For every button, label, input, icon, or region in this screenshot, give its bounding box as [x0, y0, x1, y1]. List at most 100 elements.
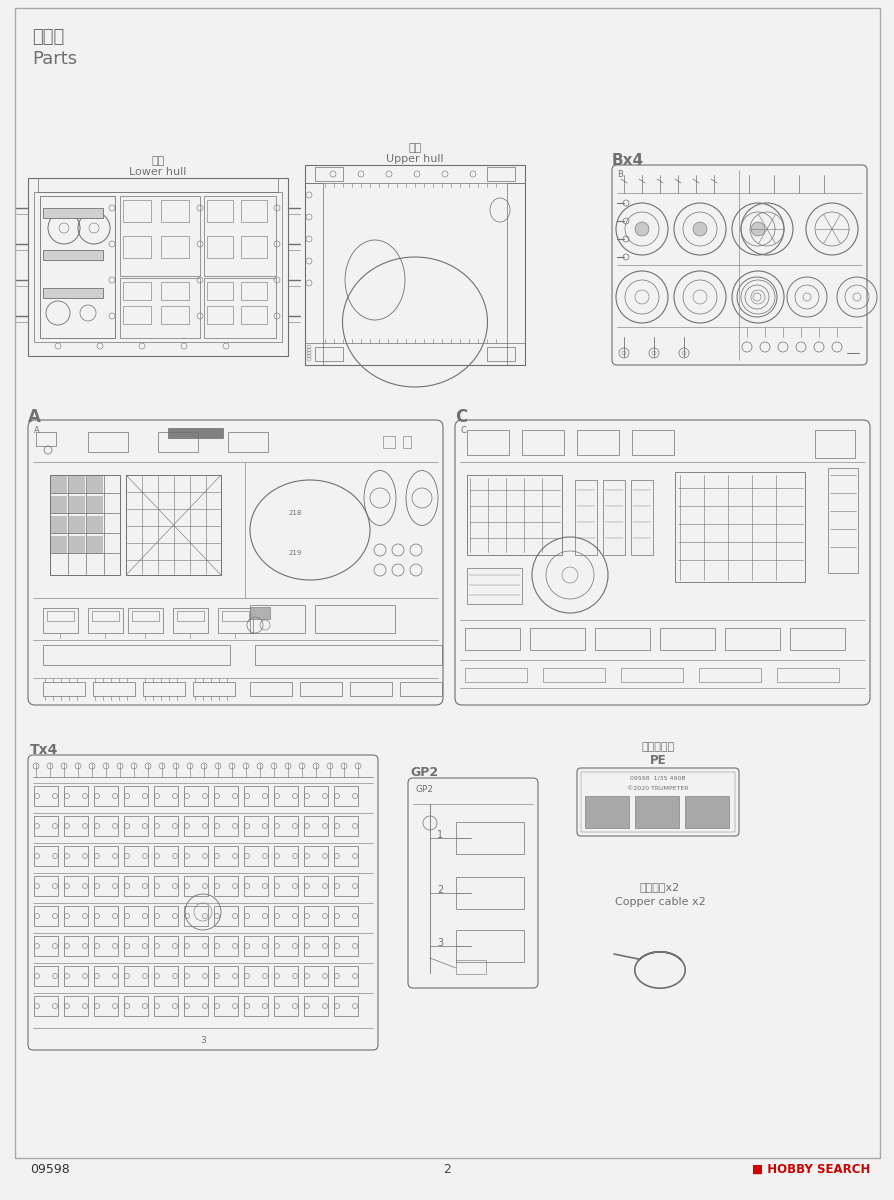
Bar — [124, 786, 148, 806]
Bar — [244, 996, 267, 1016]
Bar — [244, 786, 267, 806]
Bar — [244, 846, 267, 866]
Bar — [154, 876, 178, 896]
Bar — [402, 436, 410, 448]
Bar — [87, 476, 103, 494]
Bar — [305, 164, 525, 182]
Text: Upper hull: Upper hull — [385, 154, 443, 164]
Bar — [43, 608, 78, 634]
Bar — [214, 846, 238, 866]
Bar — [274, 846, 298, 866]
Bar — [244, 816, 267, 836]
Bar — [38, 178, 278, 192]
Bar — [214, 966, 238, 986]
Bar — [124, 816, 148, 836]
Text: 219: 219 — [288, 550, 301, 556]
Bar — [467, 568, 521, 604]
Bar — [333, 846, 358, 866]
Text: 3: 3 — [200, 1036, 206, 1045]
Bar — [34, 996, 58, 1016]
Bar — [631, 430, 673, 455]
Bar — [154, 966, 178, 986]
Bar — [724, 628, 780, 650]
Bar — [34, 936, 58, 956]
Bar — [184, 996, 207, 1016]
Bar — [177, 611, 204, 622]
Bar — [124, 966, 148, 986]
Bar — [184, 966, 207, 986]
Text: 车底: 车底 — [151, 156, 164, 166]
Bar — [274, 876, 298, 896]
Bar — [207, 282, 232, 300]
Bar — [684, 796, 729, 828]
Bar — [124, 876, 148, 896]
Bar — [154, 786, 178, 806]
Bar — [43, 682, 85, 696]
Bar — [274, 816, 298, 836]
Text: A: A — [28, 408, 41, 426]
Text: 部品図: 部品図 — [32, 28, 64, 46]
Bar — [465, 668, 527, 682]
Bar — [120, 196, 199, 276]
Bar — [244, 936, 267, 956]
Bar — [120, 278, 199, 338]
Bar — [580, 772, 734, 832]
Text: Copper cable x2: Copper cable x2 — [614, 898, 704, 907]
Bar — [333, 816, 358, 836]
Text: 09598  1/35 490B: 09598 1/35 490B — [629, 776, 685, 781]
Bar — [249, 605, 305, 634]
Bar — [299, 682, 342, 696]
Bar — [789, 628, 844, 650]
Bar — [204, 278, 275, 338]
Text: 2: 2 — [443, 1163, 451, 1176]
Bar — [333, 936, 358, 956]
Bar — [143, 682, 185, 696]
Bar — [543, 668, 604, 682]
Bar — [529, 628, 585, 650]
Bar — [207, 200, 232, 222]
Bar — [51, 516, 67, 534]
Bar — [214, 996, 238, 1016]
Text: Lower hull: Lower hull — [129, 167, 187, 176]
Bar — [47, 611, 74, 622]
Bar — [465, 628, 519, 650]
Text: ■ HOBBY SEARCH: ■ HOBBY SEARCH — [751, 1163, 869, 1176]
Bar — [124, 846, 148, 866]
Bar — [574, 480, 596, 554]
Bar — [69, 496, 85, 514]
Bar — [128, 608, 163, 634]
Bar — [467, 475, 561, 554]
Bar — [173, 608, 207, 634]
Bar — [305, 343, 525, 365]
Bar — [64, 816, 88, 836]
Bar — [43, 646, 230, 665]
Text: Bx4: Bx4 — [611, 152, 644, 168]
Text: C: C — [460, 426, 467, 434]
Bar — [304, 786, 327, 806]
Bar — [222, 611, 249, 622]
Bar — [207, 306, 232, 324]
Bar — [214, 936, 238, 956]
Bar — [88, 432, 128, 452]
Bar — [34, 846, 58, 866]
Bar — [131, 611, 159, 622]
Bar — [240, 306, 266, 324]
Text: A: A — [34, 426, 39, 434]
Bar — [400, 682, 442, 696]
Bar — [161, 200, 189, 222]
Bar — [94, 966, 118, 986]
Bar — [43, 288, 103, 298]
Bar — [814, 430, 854, 458]
Text: PE: PE — [649, 754, 665, 767]
Bar — [486, 347, 514, 361]
Bar — [40, 196, 114, 338]
Bar — [87, 496, 103, 514]
Bar — [455, 930, 523, 962]
Bar — [333, 786, 358, 806]
Bar — [94, 786, 118, 806]
Bar — [274, 936, 298, 956]
Bar — [34, 192, 282, 342]
Bar — [50, 475, 120, 575]
Bar — [93, 682, 135, 696]
Bar — [228, 432, 267, 452]
